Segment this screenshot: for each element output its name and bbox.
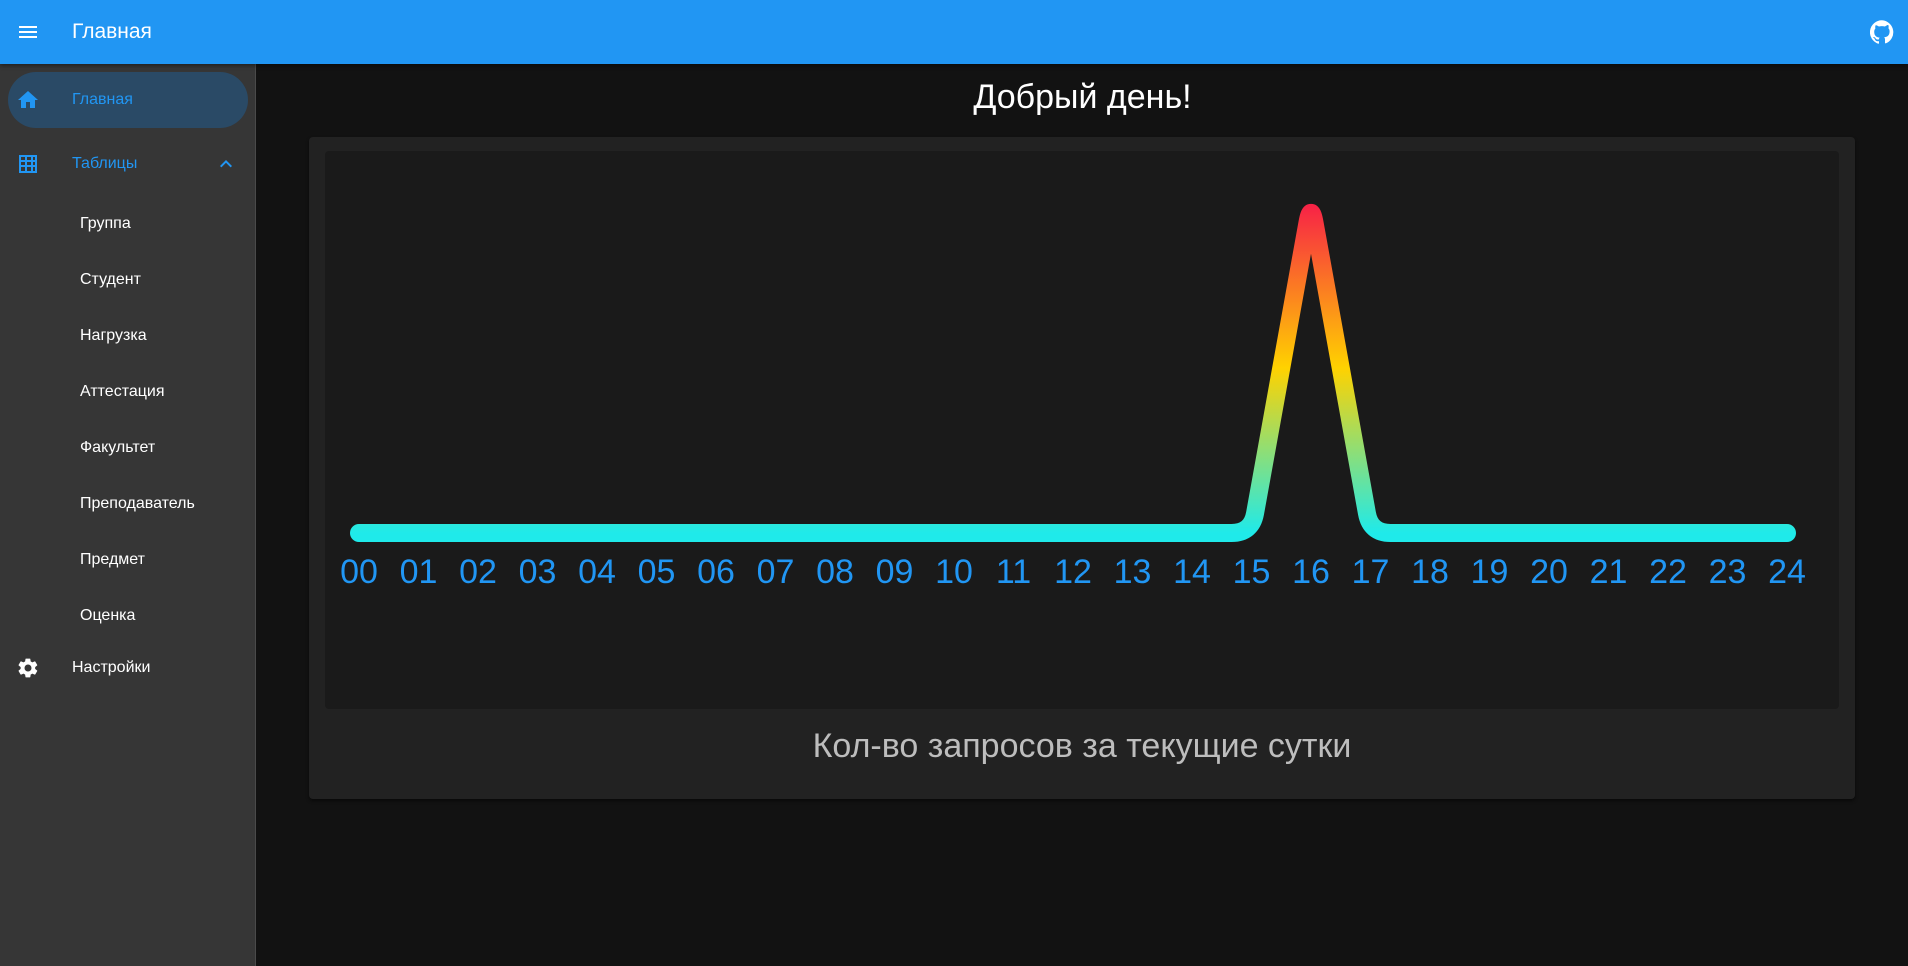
series-line [350,203,1796,542]
github-icon [1870,20,1894,44]
x-tick-label: 13 [1114,553,1152,591]
sidebar-subitem-label: Предмет [80,551,145,568]
x-tick-label: 17 [1352,553,1390,591]
sidebar-item-label: Главная [72,91,133,108]
x-tick-label: 11 [996,553,1031,591]
github-button[interactable] [1866,16,1898,48]
x-tick-label: 02 [459,553,497,591]
x-tick-label: 14 [1173,553,1211,591]
sidebar-subitem-student[interactable]: Студент [0,252,256,308]
x-tick-label: 22 [1649,553,1687,591]
sidebar-item-label: Настройки [72,659,151,676]
requests-line-chart: 00 01 02 03 04 05 06 07 08 09 10 11 12 13 14 15 16 17 18 19… [340,203,1806,591]
sidebar-item-settings[interactable]: Настройки [8,640,248,696]
app-bar: Главная [0,0,1908,64]
x-tick-label: 03 [519,553,557,591]
x-tick-label: 06 [697,553,735,591]
sidebar-item-label: Таблицы [72,155,138,172]
sidebar-subitem-label: Студент [80,271,141,288]
chevron-up-icon [220,160,232,168]
home-icon [18,91,38,108]
menu-button[interactable] [0,0,56,64]
x-tick-label: 16 [1292,553,1330,591]
x-tick-label: 04 [578,553,616,591]
x-tick-label: 05 [638,553,676,591]
sidebar-subitem-attestation[interactable]: Аттестация [0,364,256,420]
x-tick-label: 00 [340,553,378,591]
x-tick-label: 01 [400,553,438,591]
requests-chart-card: 00 01 02 03 04 05 06 07 08 09 10 11 12 13 14 15 16 17 18 19… [309,137,1855,799]
sidebar-subitem-label: Преподаватель [80,495,195,512]
x-tick-label: 20 [1530,553,1568,591]
gear-icon [18,658,38,678]
chart-caption: Кол-во запросов за текущие сутки [812,727,1352,765]
x-tick-label: 24 [1768,553,1806,591]
sidebar-subitem-label: Группа [80,215,131,232]
x-tick-label: 09 [876,553,914,591]
menu-icon [19,26,37,38]
sidebar-subitem-subject[interactable]: Предмет [0,532,256,588]
x-tick-label: 08 [816,553,854,591]
x-tick-label: 15 [1233,553,1271,591]
sidebar-subitem-faculty[interactable]: Факультет [0,420,256,476]
x-tick-label: 19 [1471,553,1509,591]
sidebar-subitem-label: Нагрузка [80,327,147,344]
x-tick-label: 18 [1411,553,1449,591]
chart-area: 00 01 02 03 04 05 06 07 08 09 10 11 12 13 14 15 16 17 18 19… [325,151,1839,709]
x-tick-label: 10 [935,553,973,591]
x-tick-label: 21 [1590,553,1628,591]
app-title: Главная [72,20,152,43]
sidebar: Главная Таблицы Группа Студент Нагрузка … [0,64,256,966]
sidebar-item-home[interactable]: Главная [8,72,248,128]
sidebar-subitem-grade[interactable]: Оценка [0,588,256,644]
sidebar-subitem-group[interactable]: Группа [0,196,256,252]
main-content: Добрый день! 00 01 02 03 04 05 06 07 08 09 10 11 12 1… [257,64,1908,966]
greeting-heading: Добрый день! [973,78,1192,116]
sidebar-subitem-label: Оценка [80,607,136,624]
sidebar-subitem-label: Факультет [80,439,156,456]
table-icon [19,155,37,173]
sidebar-item-tables[interactable]: Таблицы [8,136,248,192]
x-tick-label: 07 [757,553,795,591]
x-tick-label: 12 [1054,553,1092,591]
sidebar-subitem-label: Аттестация [80,383,165,400]
sidebar-subitem-teacher[interactable]: Преподаватель [0,476,256,532]
sidebar-subitem-load[interactable]: Нагрузка [0,308,256,364]
x-tick-label: 23 [1709,553,1747,591]
